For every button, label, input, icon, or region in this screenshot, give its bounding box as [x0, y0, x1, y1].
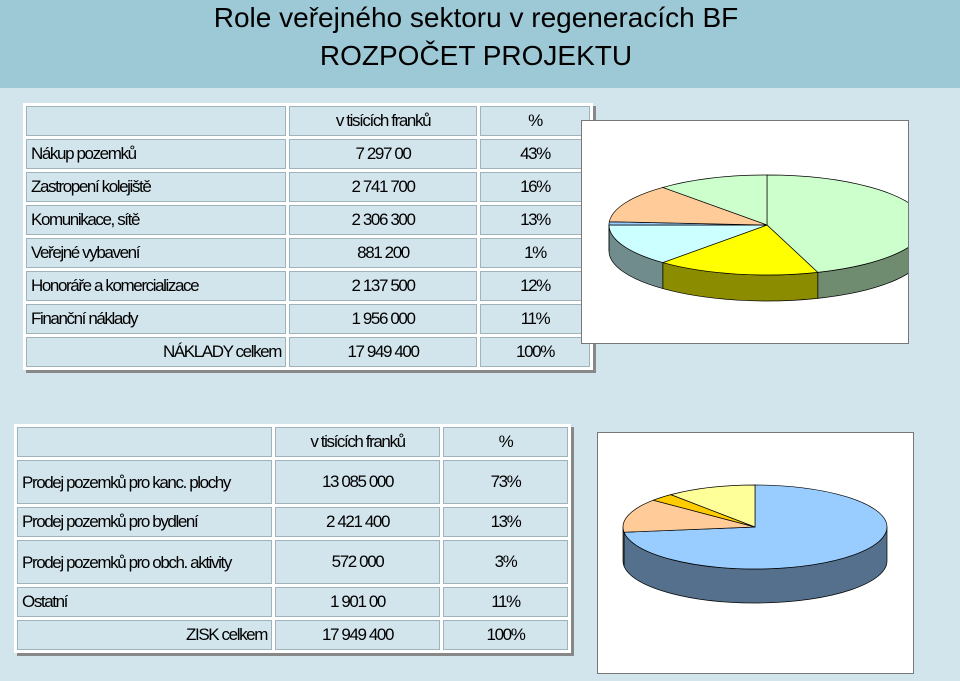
total-row: NÁKLADY celkem 17 949 400 100%	[26, 337, 590, 367]
row-value: 2 137 500	[289, 271, 477, 301]
header-blank-cell	[17, 427, 272, 457]
page-title: Role veřejného sektoru v regeneracích BF	[213, 2, 739, 33]
table-row: Ostatní 1 901 00 11%	[17, 587, 568, 617]
table-row: Nákup pozemků 7 297 00 43%	[26, 139, 590, 169]
row-pct: 11%	[443, 587, 568, 617]
pie-slice	[608, 187, 768, 226]
row-pct: 16%	[480, 172, 590, 202]
row-value: 2 306 300	[289, 205, 477, 235]
row-label: Prodej pozemků pro bydlení	[17, 507, 272, 537]
page-subtitle: ROZPOČET PROJEKTU	[319, 40, 633, 71]
row-pct: 1%	[480, 238, 590, 268]
pie-slice	[608, 224, 768, 263]
table-row: Komunikace, sítě 2 306 300 13%	[26, 205, 590, 235]
row-label: Zastropení kolejiště	[26, 172, 286, 202]
revenues-pie-chart-frame	[597, 432, 914, 674]
total-pct: 100%	[443, 620, 568, 650]
total-label: NÁKLADY celkem	[26, 337, 286, 367]
costs-pie-chart	[608, 174, 908, 302]
row-value: 2 741 700	[289, 172, 477, 202]
total-row: ZISK celkem 17 949 400 100%	[17, 620, 568, 650]
row-value: 572 000	[275, 540, 440, 584]
row-pct: 13%	[443, 507, 568, 537]
total-value: 17 949 400	[275, 620, 440, 650]
table-row: Prodej pozemků pro bydlení 2 421 400 13%	[17, 507, 568, 537]
row-label: Finanční náklady	[26, 304, 286, 334]
row-pct: 11%	[480, 304, 590, 334]
revenues-table: v tisících franků % Prodej pozemků pro k…	[14, 424, 571, 653]
pie-slice	[766, 174, 908, 273]
pie-slice	[661, 224, 819, 276]
col-header-pct: %	[480, 106, 590, 136]
row-label: Nákup pozemků	[26, 139, 286, 169]
row-label: Komunikace, sítě	[26, 205, 286, 235]
pie-slice	[622, 499, 756, 533]
table-header-row: v tisících franků %	[26, 106, 590, 136]
row-value: 881 200	[289, 238, 477, 268]
col-header-value: v tisících franků	[289, 106, 477, 136]
table-row: Honoráře a komercializace 2 137 500 12%	[26, 271, 590, 301]
col-header-value: v tisících franků	[275, 427, 440, 457]
row-pct: 3%	[443, 540, 568, 584]
row-label: Veřejné vybavení	[26, 238, 286, 268]
title-bar: Role veřejného sektoru v regeneracích BF…	[0, 0, 960, 88]
total-label: ZISK celkem	[17, 620, 272, 650]
pie-slice	[661, 174, 768, 226]
costs-table: v tisících franků % Nákup pozemků 7 297 …	[23, 103, 593, 370]
table-header-row: v tisících franků %	[17, 427, 568, 457]
table-row: Prodej pozemků pro kanc. plochy 13 085 0…	[17, 460, 568, 504]
row-pct: 13%	[480, 205, 590, 235]
row-label: Honoráře a komercializace	[26, 271, 286, 301]
table-row: Finanční náklady 1 956 000 11%	[26, 304, 590, 334]
row-pct: 12%	[480, 271, 590, 301]
row-label: Prodej pozemků pro kanc. plochy	[17, 460, 272, 504]
table-row: Prodej pozemků pro obch. aktivity 572 00…	[17, 540, 568, 584]
total-value: 17 949 400	[289, 337, 477, 367]
col-header-pct: %	[443, 427, 568, 457]
total-pct: 100%	[480, 337, 590, 367]
row-pct: 73%	[443, 460, 568, 504]
pie-slice	[623, 484, 888, 570]
pie-slice-side	[622, 526, 625, 567]
row-label: Ostatní	[17, 587, 272, 617]
row-value: 1 901 00	[275, 587, 440, 617]
revenues-pie-chart	[622, 484, 888, 604]
costs-pie-chart-frame	[581, 120, 909, 344]
table-row: Veřejné vybavení 881 200 1%	[26, 238, 590, 268]
pie-slice	[669, 484, 756, 528]
row-pct: 43%	[480, 139, 590, 169]
row-value: 2 421 400	[275, 507, 440, 537]
row-value: 13 085 000	[275, 460, 440, 504]
table-row: Zastropení kolejiště 2 741 700 16%	[26, 172, 590, 202]
row-value: 7 297 00	[289, 139, 477, 169]
header-blank-cell	[26, 106, 286, 136]
row-label: Prodej pozemků pro obch. aktivity	[17, 540, 272, 584]
row-value: 1 956 000	[289, 304, 477, 334]
